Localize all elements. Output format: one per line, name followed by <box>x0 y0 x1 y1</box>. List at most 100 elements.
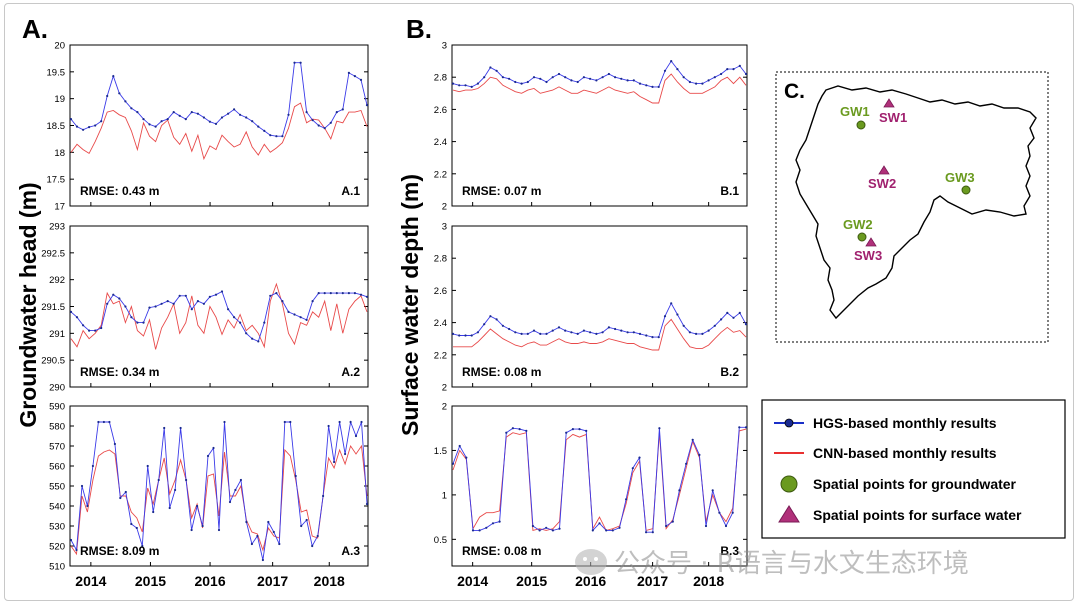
hgs-point <box>275 292 278 295</box>
y-tick-label: 2.2 <box>434 169 447 180</box>
hgs-point <box>520 82 523 85</box>
hgs-point <box>718 511 721 514</box>
hgs-point <box>293 61 296 64</box>
hgs-point <box>293 313 296 316</box>
hgs-point <box>305 518 308 522</box>
hgs-point <box>595 79 598 82</box>
hgs-point <box>501 324 504 327</box>
hgs-point <box>632 331 635 334</box>
hgs-point <box>269 294 272 297</box>
hgs-point <box>190 528 193 532</box>
x-tick-label: 2017 <box>257 573 288 589</box>
hgs-point <box>88 329 91 332</box>
gw2-label: GW2 <box>843 217 873 232</box>
hgs-point <box>94 124 97 127</box>
y-tick-label: 292 <box>49 275 65 286</box>
hgs-point <box>465 456 468 459</box>
hgs-point <box>464 84 467 87</box>
y-tick-label: 560 <box>49 462 65 473</box>
figure-frame <box>4 3 1074 601</box>
hgs-point <box>227 112 230 115</box>
hgs-point <box>227 308 230 311</box>
hgs-point <box>341 292 344 295</box>
y-tick-label: 590 <box>49 402 65 413</box>
sw2-label: SW2 <box>868 176 896 191</box>
hgs-point <box>525 429 528 432</box>
hgs-point <box>223 420 226 424</box>
map-panel: C. GW1 SW1 SW2 GW3 GW2 SW3 <box>775 71 1049 343</box>
hgs-point <box>299 316 302 319</box>
hgs-point <box>333 460 336 464</box>
hgs-point <box>305 318 308 321</box>
hgs-point <box>707 79 710 82</box>
rmse-label: RMSE: 0.08 m <box>462 544 541 558</box>
hgs-point <box>744 323 748 326</box>
hgs-point <box>738 64 741 67</box>
hgs-point <box>607 72 611 76</box>
hgs-point <box>638 456 641 459</box>
hgs-point <box>695 82 698 85</box>
hgs-point <box>322 494 325 498</box>
panel-letter-b: B. <box>406 14 432 44</box>
hgs-point <box>172 111 175 114</box>
y-tick-label: 17.5 <box>47 175 66 186</box>
y-tick-label: 2.6 <box>434 286 447 297</box>
hgs-point <box>658 427 661 430</box>
hgs-point <box>316 534 319 538</box>
hgs-point <box>470 85 473 88</box>
hgs-point <box>75 548 78 552</box>
sw2-marker <box>878 165 890 175</box>
hgs-point <box>576 80 579 84</box>
hgs-point <box>732 68 735 71</box>
watermark-text: 公众号 · R语言与水文生态环境 <box>614 549 969 579</box>
wechat-icon <box>575 549 607 575</box>
hgs-point <box>620 329 623 332</box>
hgs-point <box>495 318 498 321</box>
hgs-point <box>731 511 734 514</box>
y-tick-label: 2.2 <box>434 350 447 361</box>
hgs-point <box>638 82 642 85</box>
hgs-point <box>142 321 145 324</box>
hgs-point <box>704 524 708 528</box>
gw3-marker <box>961 185 971 195</box>
panel-letter-a: A. <box>22 14 48 44</box>
y-tick-label: 290.5 <box>41 356 65 367</box>
hgs-point <box>545 526 548 529</box>
hgs-point <box>726 311 729 314</box>
watermark: 公众号 · R语言与水文生态环境 <box>575 549 969 579</box>
hgs-point <box>142 118 145 121</box>
hgs-point <box>206 454 210 458</box>
subpanel-label: B.2 <box>720 365 739 379</box>
rmse-label: RMSE: 0.08 m <box>462 365 541 379</box>
hgs-point <box>80 484 84 488</box>
hgs-point <box>732 316 735 319</box>
x-tick-label: 2015 <box>516 573 547 589</box>
hgs-point <box>196 504 199 508</box>
hgs-point <box>359 78 363 81</box>
hgs-point <box>124 100 127 103</box>
hgs-point <box>289 420 292 424</box>
hgs-point <box>505 431 508 434</box>
hgs-point <box>595 332 598 335</box>
y-tick-label: 291.5 <box>41 302 65 313</box>
hgs-point <box>299 61 302 64</box>
legend-sw-marker <box>778 505 800 523</box>
hgs-point <box>591 529 594 532</box>
hgs-point <box>256 534 259 538</box>
hgs-point <box>491 522 495 525</box>
hgs-point <box>275 135 278 138</box>
hgs-point <box>160 120 163 123</box>
hgs-point <box>726 68 729 71</box>
series-line-cnn <box>453 318 747 351</box>
hgs-point <box>738 426 741 429</box>
hgs-point <box>190 111 193 114</box>
series-line-cnn <box>452 73 747 104</box>
hgs-point <box>184 118 187 121</box>
hgs-point <box>545 332 548 335</box>
hgs-point <box>570 79 573 82</box>
hgs-point <box>651 531 654 534</box>
hgs-point <box>106 302 109 305</box>
hgs-point <box>489 315 492 318</box>
sw1-label: SW1 <box>879 110 907 125</box>
hgs-point <box>287 310 290 313</box>
